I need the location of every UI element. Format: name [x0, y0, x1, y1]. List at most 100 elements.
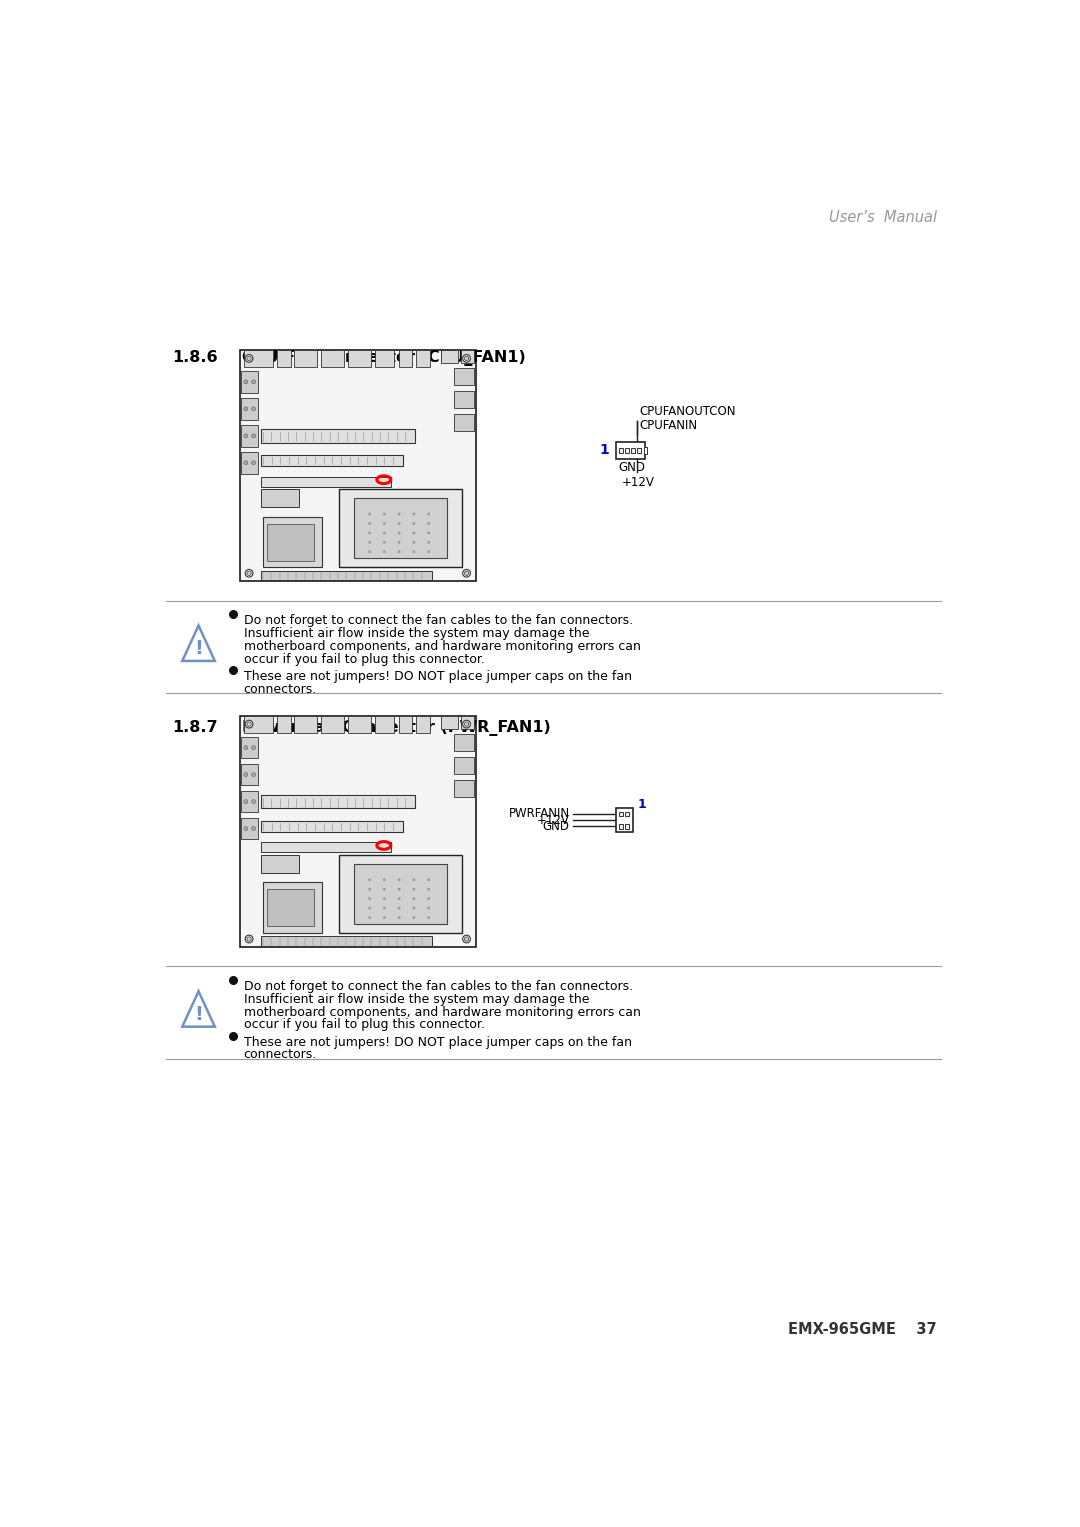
Text: Power Fan Connector (PWR_FAN1): Power Fan Connector (PWR_FAN1)	[242, 719, 551, 736]
Bar	[455, 757, 474, 774]
Text: PWRFANIN: PWRFANIN	[509, 808, 570, 820]
Circle shape	[247, 356, 252, 360]
Bar	[455, 780, 474, 797]
Bar	[455, 391, 474, 408]
Bar	[241, 371, 258, 392]
Circle shape	[245, 721, 253, 728]
Bar	[416, 350, 430, 368]
Circle shape	[464, 938, 469, 941]
Circle shape	[462, 721, 471, 728]
Bar	[241, 452, 258, 473]
Bar	[375, 350, 394, 368]
Bar	[460, 350, 474, 363]
Circle shape	[428, 907, 430, 910]
Bar	[455, 368, 474, 385]
Bar	[294, 716, 318, 733]
Circle shape	[428, 898, 430, 899]
Bar	[455, 414, 474, 431]
Text: GND: GND	[543, 820, 570, 832]
Bar	[460, 716, 474, 730]
Circle shape	[252, 406, 256, 411]
Polygon shape	[183, 626, 215, 661]
Bar	[619, 449, 623, 452]
Circle shape	[413, 531, 416, 534]
Circle shape	[383, 513, 386, 516]
Text: occur if you fail to plug this connector.: occur if you fail to plug this connector…	[243, 1019, 484, 1031]
Circle shape	[428, 550, 430, 553]
Circle shape	[413, 513, 416, 516]
Text: EMX-965GME    37: EMX-965GME 37	[788, 1322, 937, 1338]
Circle shape	[368, 513, 372, 516]
Circle shape	[245, 570, 253, 577]
Circle shape	[383, 887, 386, 890]
Bar	[619, 825, 623, 829]
Circle shape	[413, 541, 416, 544]
Circle shape	[368, 550, 372, 553]
Circle shape	[397, 907, 401, 910]
Bar	[348, 716, 372, 733]
Bar	[261, 794, 415, 808]
Bar	[339, 489, 462, 568]
Bar	[631, 449, 635, 452]
Circle shape	[252, 745, 256, 750]
Bar	[261, 822, 403, 832]
Bar	[321, 716, 345, 733]
Circle shape	[252, 461, 256, 464]
Text: 1.8.6: 1.8.6	[172, 350, 218, 365]
Text: +12V: +12V	[622, 476, 654, 489]
Text: These are not jumpers! DO NOT place jumper caps on the fan: These are not jumpers! DO NOT place jump…	[243, 670, 632, 683]
Bar	[294, 350, 318, 368]
Text: 1.8.7: 1.8.7	[172, 719, 218, 734]
Bar	[637, 449, 642, 452]
Text: Do not forget to connect the fan cables to the fan connectors.: Do not forget to connect the fan cables …	[243, 980, 633, 993]
Bar	[261, 476, 391, 487]
Circle shape	[428, 541, 430, 544]
Circle shape	[413, 916, 416, 919]
Circle shape	[383, 550, 386, 553]
Bar	[241, 399, 258, 420]
Text: CPU Fan Connector (CPU_FAN1): CPU Fan Connector (CPU_FAN1)	[242, 350, 526, 366]
Bar	[353, 864, 447, 924]
Circle shape	[462, 354, 471, 362]
Text: !: !	[194, 1005, 203, 1023]
Bar	[261, 455, 403, 466]
Circle shape	[383, 531, 386, 534]
Bar	[399, 716, 413, 733]
Circle shape	[383, 541, 386, 544]
Text: 1: 1	[637, 799, 646, 811]
Circle shape	[464, 722, 469, 727]
Circle shape	[244, 745, 247, 750]
Circle shape	[383, 522, 386, 525]
Bar	[267, 524, 314, 560]
Text: motherboard components, and hardware monitoring errors can: motherboard components, and hardware mon…	[243, 1006, 640, 1019]
Text: Insufficient air flow inside the system may damage the: Insufficient air flow inside the system …	[243, 628, 589, 640]
Circle shape	[397, 898, 401, 899]
Text: 1: 1	[599, 443, 609, 458]
Circle shape	[247, 938, 252, 941]
Text: occur if you fail to plug this connector.: occur if you fail to plug this connector…	[243, 652, 484, 666]
Bar	[276, 716, 291, 733]
Circle shape	[247, 722, 252, 727]
Circle shape	[397, 550, 401, 553]
Bar	[441, 350, 458, 363]
Bar	[625, 811, 630, 815]
Text: motherboard components, and hardware monitoring errors can: motherboard components, and hardware mon…	[243, 640, 640, 654]
Bar	[644, 447, 647, 454]
Bar	[399, 350, 413, 368]
Bar	[619, 811, 623, 815]
Circle shape	[252, 380, 256, 383]
Circle shape	[462, 935, 471, 942]
Bar	[241, 764, 258, 785]
Text: connectors.: connectors.	[243, 1049, 316, 1061]
Bar	[625, 825, 630, 829]
Bar	[261, 429, 415, 443]
Circle shape	[397, 887, 401, 890]
Circle shape	[368, 522, 372, 525]
Text: +12V: +12V	[537, 814, 570, 826]
Text: GND: GND	[619, 461, 646, 473]
Bar	[348, 350, 372, 368]
Bar	[261, 843, 391, 852]
Bar	[241, 818, 258, 840]
Text: CPUFANOUTCON: CPUFANOUTCON	[639, 406, 737, 418]
Circle shape	[244, 773, 247, 777]
